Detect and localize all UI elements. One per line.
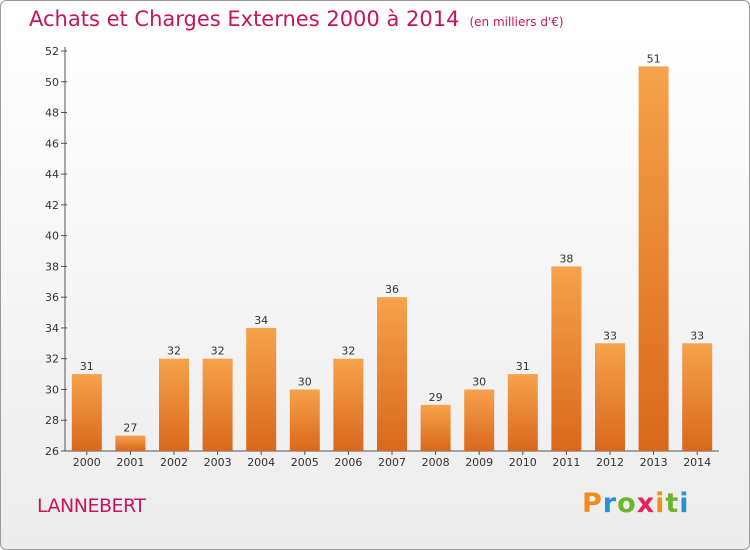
y-tick-label: 50 [45,76,59,89]
x-tick-label: 2014 [683,456,711,469]
bar-value-label: 31 [80,360,94,373]
bar-2000 [71,374,102,451]
y-tick-label: 32 [45,353,59,366]
x-tick-label: 2005 [291,456,319,469]
x-tick-label: 2011 [552,456,580,469]
y-tick-label: 46 [45,137,59,150]
y-tick-label: 26 [45,445,59,458]
logo-letter: P [582,488,603,519]
x-tick-label: 2004 [247,456,275,469]
y-tick-label: 34 [45,322,59,335]
x-tick-label: 2000 [73,456,101,469]
logo-letter: x [636,488,656,519]
bar-value-label: 36 [385,283,399,296]
logo-letter: t [665,488,680,519]
x-tick-label: 2001 [116,456,144,469]
y-tick-label: 28 [45,414,59,427]
bar-value-label: 31 [516,360,530,373]
y-tick-label: 52 [45,45,59,58]
logo-letter: o [617,488,637,519]
proxiti-logo: Proxiti [582,488,690,519]
bar-2009 [464,389,495,451]
x-tick-label: 2002 [160,456,188,469]
x-tick-label: 2010 [509,456,537,469]
bar-2004 [246,327,277,451]
bar-2005 [289,389,320,451]
x-tick-label: 2006 [334,456,362,469]
bar-value-label: 33 [603,329,617,342]
bar-2002 [159,358,189,451]
bar-2010 [507,374,538,451]
x-tick-label: 2008 [422,456,450,469]
bar-2003 [202,358,233,451]
bar-value-label: 32 [341,345,355,358]
commune-name: LANNEBERT [37,495,146,517]
bar-value-label: 33 [690,329,704,342]
bar-value-label: 30 [472,375,486,388]
bar-value-label: 34 [254,314,268,327]
y-tick-label: 42 [45,199,59,212]
bar-value-label: 32 [167,345,181,358]
bar-2008 [420,404,451,451]
bar-value-label: 29 [429,391,443,404]
x-tick-label: 2012 [596,456,624,469]
bar-2006 [333,358,364,451]
chart-title-block: Achats et Charges Externes 2000 à 2014 (e… [29,7,564,31]
x-tick-label: 2007 [378,456,406,469]
bar-2001 [115,435,146,451]
bar-2011 [551,266,582,451]
x-tick-label: 2003 [204,456,232,469]
logo-letter: r [602,488,618,519]
x-tick-label: 2009 [465,456,493,469]
y-tick-label: 40 [45,230,59,243]
y-tick-label: 48 [45,107,59,120]
bar-value-label: 30 [298,375,312,388]
y-tick-label: 44 [45,168,59,181]
y-tick-label: 36 [45,291,59,304]
bar-2014 [682,343,713,451]
y-tick-label: 30 [45,383,59,396]
chart-unit: (en milliers d'€) [469,15,564,29]
chart-title: Achats et Charges Externes 2000 à 2014 [29,7,460,31]
bar-2012 [595,343,625,451]
bar-value-label: 38 [559,252,573,265]
bar-value-label: 32 [211,345,225,358]
logo-letter: i [655,488,666,519]
x-tick-label: 2013 [640,456,668,469]
bar-value-label: 27 [123,422,137,435]
y-tick-label: 38 [45,260,59,273]
bar-value-label: 51 [647,52,661,65]
logo-letter: i [679,488,690,519]
bar-2007 [377,297,407,451]
bar-2013 [638,66,669,451]
